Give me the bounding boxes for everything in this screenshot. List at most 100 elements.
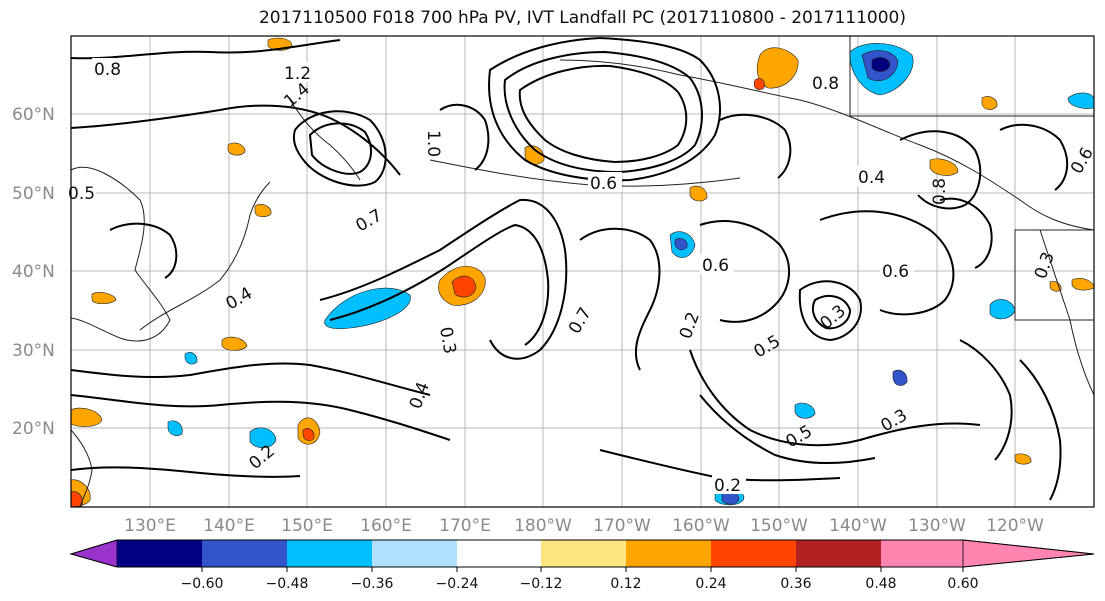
contour-line bbox=[488, 36, 721, 182]
colorbar-tick-label: −0.48 bbox=[266, 576, 309, 592]
anomaly-patch bbox=[70, 407, 103, 427]
contour-line bbox=[819, 210, 955, 316]
anomaly-patch bbox=[929, 158, 959, 176]
lon-label: 140°W bbox=[829, 516, 887, 536]
contour-label: 0.5 bbox=[68, 184, 95, 204]
contour-line bbox=[70, 39, 341, 60]
colorbar-segment bbox=[457, 540, 541, 567]
anomaly-patch bbox=[689, 185, 708, 202]
contour-line bbox=[109, 222, 178, 279]
contour-label: 0.3 bbox=[435, 325, 459, 355]
anomaly-patch bbox=[753, 78, 765, 90]
contour-label: 0.6 bbox=[590, 174, 617, 194]
anomaly-patch bbox=[794, 402, 816, 419]
lat-label-20n: 20°N bbox=[12, 419, 55, 439]
contour-line bbox=[699, 394, 876, 464]
anomaly-patch bbox=[871, 57, 891, 72]
colorbar-segment bbox=[541, 540, 626, 567]
colorbar-segment bbox=[287, 540, 372, 567]
anomaly-patch bbox=[674, 238, 688, 251]
coastline-kamchatka bbox=[289, 99, 361, 181]
coastline-japan bbox=[139, 181, 271, 331]
anomaly-patch bbox=[302, 428, 315, 441]
contour-line bbox=[798, 280, 862, 342]
anomaly-patch bbox=[451, 275, 477, 298]
contour-label: 1.2 bbox=[284, 64, 311, 84]
coastline-philippines bbox=[70, 429, 93, 508]
contour-label: 0.8 bbox=[94, 60, 121, 80]
anomaly-patch bbox=[756, 47, 799, 89]
lon-label: 170°E bbox=[439, 516, 491, 536]
contour-label: 0.8 bbox=[812, 74, 839, 94]
lon-label: 150°E bbox=[281, 516, 333, 536]
colorbar-segment bbox=[202, 540, 287, 567]
anomaly-patch bbox=[184, 352, 198, 365]
colorbar-tick-label: 0.12 bbox=[610, 576, 641, 592]
contour-line bbox=[999, 123, 1069, 191]
lon-label: 130°E bbox=[124, 516, 176, 536]
contour-line bbox=[719, 113, 792, 179]
anomaly-patch bbox=[892, 369, 908, 386]
colorbar-tick-label: 0.48 bbox=[865, 576, 896, 592]
anomaly-patch bbox=[981, 96, 998, 110]
contour-line bbox=[70, 394, 451, 441]
colorbar-tick-label: −0.36 bbox=[351, 576, 394, 592]
colorbar-tick-label: −0.24 bbox=[436, 576, 479, 592]
map-border bbox=[70, 35, 1095, 508]
contour-label: 0.6 bbox=[882, 262, 909, 282]
page-title: 2017110500 F018 700 hPa PV, IVT Landfall… bbox=[258, 8, 906, 28]
contour-line bbox=[319, 198, 568, 360]
contour-label: 0.8 bbox=[930, 178, 950, 205]
contour-line bbox=[292, 110, 387, 187]
colorbar-tick-label: −0.12 bbox=[520, 576, 563, 592]
anomaly-patch bbox=[227, 142, 246, 156]
colorbar-segment bbox=[881, 540, 963, 567]
anomaly-patch bbox=[70, 491, 83, 508]
lat-label-30n: 30°N bbox=[12, 341, 55, 361]
lon-label: 130°W bbox=[908, 516, 966, 536]
lon-label: 120°W bbox=[986, 516, 1044, 536]
contour-line bbox=[899, 130, 982, 210]
longitude-axis: 130°E 140°E 150°E 160°E 170°E 180°W 170°… bbox=[124, 516, 1044, 536]
lon-label: 170°W bbox=[593, 516, 651, 536]
contour-line bbox=[308, 122, 372, 175]
contour-line bbox=[503, 50, 703, 174]
contour-line bbox=[811, 294, 852, 330]
lat-label-40n: 40°N bbox=[12, 262, 55, 282]
colorbar-segment bbox=[711, 540, 796, 567]
contour-line bbox=[329, 223, 550, 346]
lon-label: 160°W bbox=[672, 516, 730, 536]
lon-label: 180°W bbox=[514, 516, 572, 536]
contour-line bbox=[1019, 359, 1062, 501]
colorbar: −0.60 −0.48 −0.36 −0.24 −0.12 0.12 0.24 … bbox=[69, 539, 1095, 592]
colorbar-tick-label: 0.36 bbox=[780, 576, 811, 592]
anomaly-patch bbox=[167, 420, 183, 436]
contour-label: 0.2 bbox=[714, 476, 741, 496]
anomaly-patch bbox=[249, 427, 277, 449]
contour-line bbox=[689, 349, 981, 447]
colorbar-segment bbox=[626, 540, 711, 567]
contour-line bbox=[939, 197, 993, 269]
contour-line bbox=[70, 104, 401, 176]
anomaly-patch bbox=[254, 204, 272, 218]
colorbar-segment bbox=[796, 540, 881, 567]
contour-line bbox=[70, 362, 431, 396]
anomaly-patch bbox=[221, 336, 248, 351]
contour-label: 0.4 bbox=[858, 168, 885, 188]
contour-label: 1.0 bbox=[423, 130, 443, 157]
latitude-axis: 60°N 50°N 40°N 30°N 20°N bbox=[12, 105, 55, 439]
contour-line bbox=[518, 64, 688, 164]
lat-label-60n: 60°N bbox=[12, 105, 55, 125]
lon-label: 160°E bbox=[360, 516, 412, 536]
anomaly-patch bbox=[91, 292, 117, 305]
colorbar-max-arrow bbox=[962, 539, 1095, 568]
lon-label: 140°E bbox=[203, 516, 255, 536]
colorbar-ticks bbox=[201, 567, 964, 572]
colorbar-segment bbox=[117, 540, 202, 567]
lat-label-50n: 50°N bbox=[12, 184, 55, 204]
colorbar-min-arrow bbox=[69, 539, 118, 568]
anomaly-patch bbox=[1014, 453, 1032, 465]
colorbar-outline bbox=[69, 539, 1095, 568]
colorbar-tick-label: 0.60 bbox=[947, 576, 978, 592]
